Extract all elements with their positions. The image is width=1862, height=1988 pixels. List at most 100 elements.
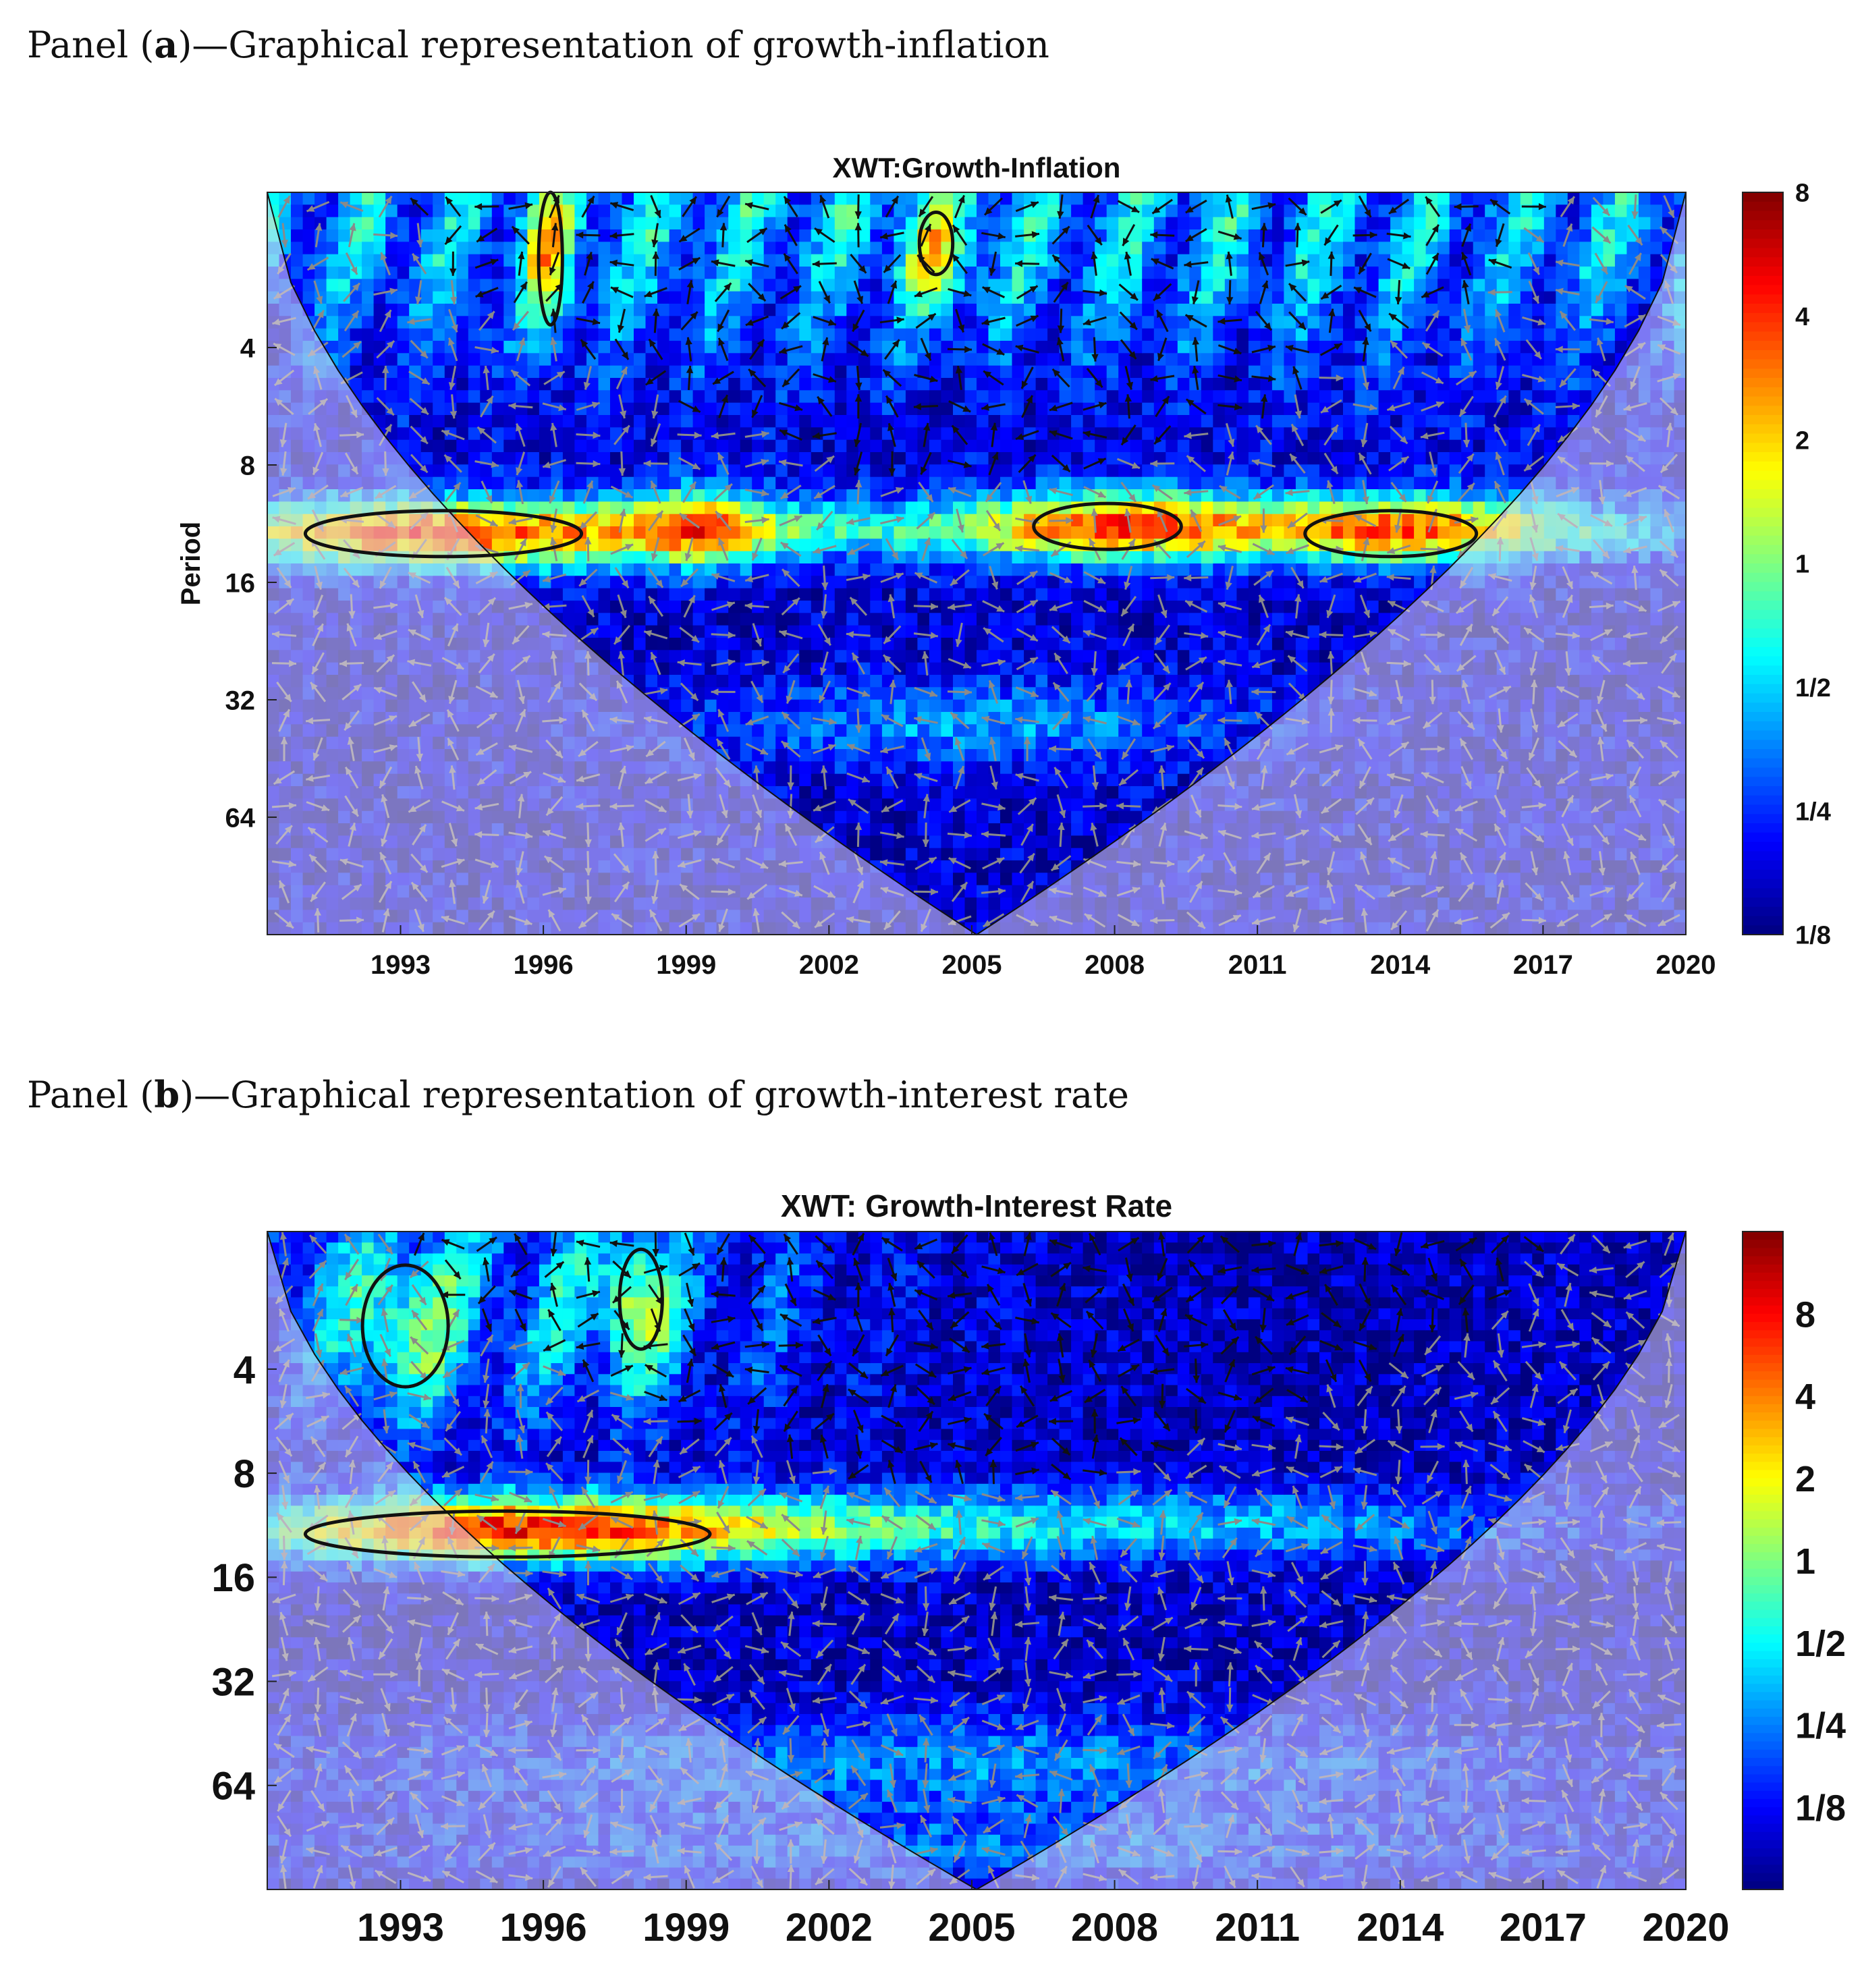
panel-a-heatmap-cell [397,267,410,280]
panel-a-heatmap-cell [1142,712,1155,725]
panel-a-heatmap-cell [964,601,977,614]
panel-a-heatmap-cell [799,786,812,800]
panel-a-heatmap-cell [692,625,705,638]
panel-a-heatmap-cell [1071,601,1084,614]
panel-a-heatmap-cell [1071,328,1084,341]
panel-a-heatmap-cell [645,204,658,218]
panel-a-heatmap-cell [692,217,705,230]
panel-a-heatmap-cell [397,439,410,453]
panel-a-heatmap-cell [1035,279,1048,292]
panel-a-heatmap-cell [941,316,954,329]
panel-a-heatmap-cell [574,365,587,379]
panel-a-heatmap-cell [941,304,954,317]
panel-a-heatmap-cell [858,638,871,651]
panel-a-heatmap-cell [326,192,339,206]
panel-a-heatmap-cell [905,304,919,317]
panel-a-heatmap-cell [610,204,623,218]
panel-a-heatmap-cell [302,291,315,304]
panel-a-heatmap-cell [574,476,587,490]
panel-a-heatmap-cell [846,699,859,713]
panel-a-heatmap-cell [988,353,1001,366]
panel-a-heatmap-cell [598,576,611,589]
panel-a-heatmap-cell [929,860,942,874]
panel-a-heatmap-cell [1177,267,1190,280]
panel-a-heatmap-cell [964,786,977,800]
panel-a-heatmap-cell [834,638,848,651]
panel-a-heatmap-cell [953,576,966,589]
panel-a-heatmap-cell [716,613,729,626]
panel-a-heatmap-cell [1095,699,1107,713]
panel-a-heatmap-cell [799,316,812,329]
panel-a-heatmap-cell [988,835,1001,849]
panel-a-heatmap-cell [1201,724,1214,738]
panel-a-heatmap-cell [338,328,351,341]
panel-a-heatmap-cell [669,291,682,304]
panel-a-heatmap-cell [468,254,481,267]
panel-a-heatmap-cell [728,588,741,601]
panel-a-heatmap-cell [1083,390,1095,404]
panel-a-heatmap-cell [988,242,1001,255]
panel-a-heatmap-cell [1083,489,1095,503]
panel-a-heatmap-cell [1142,267,1155,280]
panel-a-heatmap-cell [964,204,977,218]
panel-a-heatmap-cell [894,712,906,725]
panel-a-heatmap-cell [894,539,906,552]
panel-a-heatmap-cell [645,279,658,292]
panel-a-heatmap-cell [894,365,906,379]
panel-a-heatmap-cell [977,291,989,304]
panel-a-heatmap-cell [491,378,505,391]
panel-a-heatmap-cell [846,229,859,243]
panel-a-heatmap-cell [326,279,339,292]
panel-a-heatmap-cell [1177,316,1190,329]
panel-a-heatmap-cell [977,910,989,923]
panel-a-heatmap-cell [1012,563,1024,577]
panel-a-heatmap-cell [1142,675,1155,688]
panel-a-heatmap-cell [1224,712,1238,725]
panel-a-heatmap-cell [338,353,351,366]
panel-a-heatmap-cell [929,699,942,713]
panel-a-heatmap-cell [881,439,895,453]
panel-a-heatmap-cell [894,217,906,230]
panel-a-heatmap-cell [799,279,812,292]
panel-a-heatmap-cell [1035,242,1048,255]
panel-a-heatmap-cell [1024,291,1037,304]
panel-a-heatmap-cell [870,736,883,750]
panel-a-heatmap-cell [1248,229,1261,243]
panel-a-heatmap-cell [539,267,552,280]
panel-a-heatmap-cell [1083,192,1095,206]
panel-a-heatmap-cell [692,613,705,626]
panel-a-heatmap-cell [705,192,717,206]
panel-a-heatmap-cell [610,650,623,663]
panel-a-heatmap-cell [1083,613,1095,626]
panel-a-heatmap-cell [716,588,729,601]
panel-a-heatmap-cell [1047,848,1060,861]
panel-a-heatmap-cell [846,304,859,317]
panel-a-heatmap-cell [775,217,788,230]
panel-a-heatmap-cell [1000,267,1013,280]
panel-a-heatmap-cell [799,476,812,490]
panel-a-heatmap-cell [527,353,540,366]
panel-a-heatmap-cell [491,489,505,503]
panel-a-heatmap-cell [1177,204,1190,218]
panel-a-heatmap-cell [562,588,576,601]
panel-a-heatmap-cell [1153,267,1167,280]
panel-a-heatmap-cell [598,638,611,651]
panel-a-heatmap-cell [858,192,871,206]
panel-a-heatmap-cell [858,402,871,416]
panel-a-heatmap-cell [763,464,776,478]
panel-a-heatmap-cell [1035,625,1048,638]
panel-a-heatmap-cell [1000,514,1013,527]
panel-a-heatmap-cell [1035,229,1048,243]
panel-a-heatmap-cell [929,242,942,255]
panel-a-heatmap-cell [787,304,800,317]
panel-a-heatmap-cell [870,204,883,218]
panel-a-heatmap-cell [622,526,634,540]
panel-a-heatmap-cell [905,341,919,354]
panel-a-heatmap-cell [433,415,445,429]
panel-a-heatmap-cell [728,576,741,589]
panel-a-heatmap-cell [1071,848,1084,861]
panel-a-heatmap-cell [728,242,741,255]
panel-a-heatmap-cell [1059,291,1072,304]
panel-a-heatmap-cell [1118,650,1131,663]
panel-a-heatmap-cell [634,304,647,317]
